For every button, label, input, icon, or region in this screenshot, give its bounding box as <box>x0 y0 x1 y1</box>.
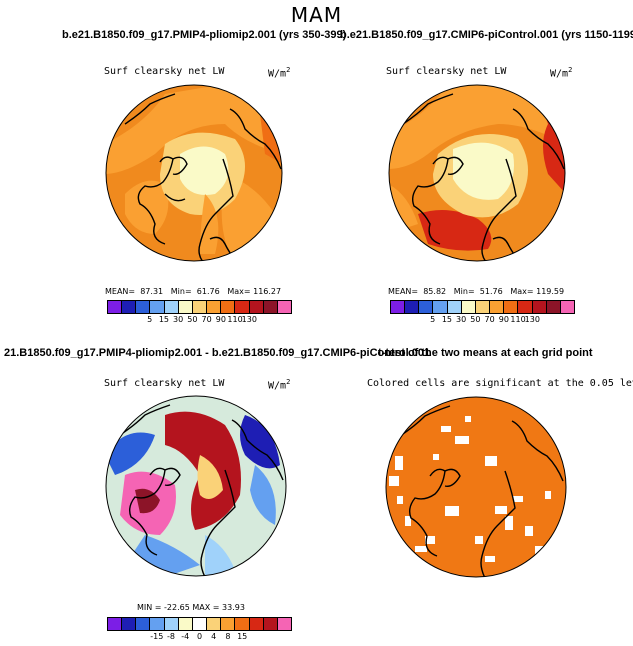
colorbar-swatch <box>150 301 165 313</box>
panel-2-variable-label: Surf clearsky net LW <box>386 66 507 77</box>
colorbar-swatch <box>178 618 193 630</box>
colorbar-tick-label: 4 <box>211 632 217 641</box>
colorbar-tick-label: 110 <box>227 315 243 324</box>
colorbar-tick-label: 50 <box>187 315 198 324</box>
panel-1-colorbar: 5 15 30 50 70 90 110 130 <box>107 300 292 324</box>
colorbar-tick-label: -8 <box>167 632 176 641</box>
panel-4-significance-map <box>385 396 567 578</box>
colorbar-tick-label: 30 <box>456 315 467 324</box>
colorbar-swatch <box>178 301 193 313</box>
colorbar-tick-label: 70 <box>484 315 495 324</box>
colorbar-swatch <box>108 301 123 313</box>
colorbar-swatch <box>150 618 165 630</box>
colorbar-tick-label: 0 <box>196 632 203 641</box>
panel-1-units: W/m2 <box>268 66 291 80</box>
colorbar-swatch <box>235 301 250 313</box>
colorbar-swatch <box>560 301 575 313</box>
colorbar-swatch <box>546 301 561 313</box>
colorbar-swatch <box>532 301 547 313</box>
colorbar-swatch <box>263 618 278 630</box>
colorbar-swatch <box>221 618 236 630</box>
colorbar-tick-label: 90 <box>498 315 509 324</box>
colorbar-tick-label: 15 <box>441 315 453 324</box>
colorbar-tick-label: 5 <box>147 315 153 324</box>
panel-3-variable-label: Surf clearsky net LW <box>104 378 225 389</box>
colorbar-tick-label: 5 <box>430 315 436 324</box>
colorbar-swatch <box>221 301 236 313</box>
panel-1-variable-label: Surf clearsky net LW <box>104 66 225 77</box>
colorbar-swatch <box>249 301 264 313</box>
colorbar-swatch <box>192 618 208 630</box>
colorbar-swatch <box>136 301 151 313</box>
colorbar-tick-label: 130 <box>524 315 540 324</box>
panel-3-colorbar: -15 -8 -4 0 4 8 15 <box>107 617 292 641</box>
colorbar-swatch <box>235 618 250 630</box>
colorbar-tick-label: 50 <box>470 315 481 324</box>
panel-1-case-title: b.e21.B1850.f09_g17.PMIP4-pliomip2.001 (… <box>62 29 347 41</box>
panel-3-units: W/m2 <box>268 378 291 392</box>
colorbar-swatch <box>277 618 292 630</box>
colorbar-tick-label: 70 <box>201 315 212 324</box>
panel-3-case-title: 21.B1850.f09_g17.PMIP4-pliomip2.001 - b.… <box>4 347 431 359</box>
colorbar-swatch <box>122 618 137 630</box>
colorbar-tick-label: 110 <box>510 315 526 324</box>
colorbar-tick-label: 90 <box>215 315 226 324</box>
panel-1-polar-map <box>105 84 283 262</box>
panel-4-case-title: t-test of the two means at each grid poi… <box>378 347 593 359</box>
colorbar-tick-label: 15 <box>237 632 248 641</box>
colorbar-swatch <box>164 301 179 313</box>
colorbar-swatch <box>433 301 448 313</box>
colorbar-swatch <box>207 618 222 630</box>
colorbar-tick-label: 30 <box>173 315 184 324</box>
colorbar-swatch <box>277 301 292 313</box>
colorbar-swatch <box>405 301 420 313</box>
colorbar-swatch <box>249 618 264 630</box>
panel-1-stats: MEAN= 87.31 Min= 61.76 Max= 116.27 <box>105 287 282 296</box>
colorbar-tick-label: -15 <box>150 632 164 641</box>
colorbar-swatch <box>108 618 123 630</box>
colorbar-tick-label: 15 <box>158 315 170 324</box>
panel-4-variable-label: Colored cells are significant at the 0.0… <box>367 378 633 389</box>
colorbar-swatch <box>164 618 179 630</box>
colorbar-swatch <box>192 301 208 313</box>
panel-2-colorbar: 5 15 30 50 70 90 110 130 <box>390 300 575 324</box>
colorbar-swatch <box>490 301 505 313</box>
colorbar-swatch <box>447 301 462 313</box>
panel-2-stats: MEAN= 85.82 Min= 51.76 Max= 119.59 <box>388 287 565 296</box>
colorbar-swatch <box>263 301 278 313</box>
page-title: MAM <box>290 3 343 27</box>
colorbar-swatch <box>122 301 137 313</box>
colorbar-swatch <box>136 618 151 630</box>
panel-2-case-title: b.e21.B1850.f09_g17.CMIP6-piControl.001 … <box>340 29 633 41</box>
panel-2-polar-map <box>388 84 566 262</box>
colorbar-swatch <box>207 301 222 313</box>
panel-3-stats: MIN = -22.65 MAX = 33.93 <box>137 603 245 612</box>
panel-3-polar-map <box>105 395 287 577</box>
colorbar-swatch <box>475 301 491 313</box>
colorbar-swatch <box>419 301 434 313</box>
panel-2-units: W/m2 <box>550 66 573 80</box>
colorbar-tick-label: 8 <box>225 632 231 641</box>
colorbar-swatch <box>504 301 519 313</box>
colorbar-tick-label: 130 <box>241 315 257 324</box>
colorbar-swatch <box>391 301 406 313</box>
colorbar-swatch <box>518 301 533 313</box>
colorbar-tick-label: -4 <box>181 632 190 641</box>
colorbar-swatch <box>461 301 476 313</box>
